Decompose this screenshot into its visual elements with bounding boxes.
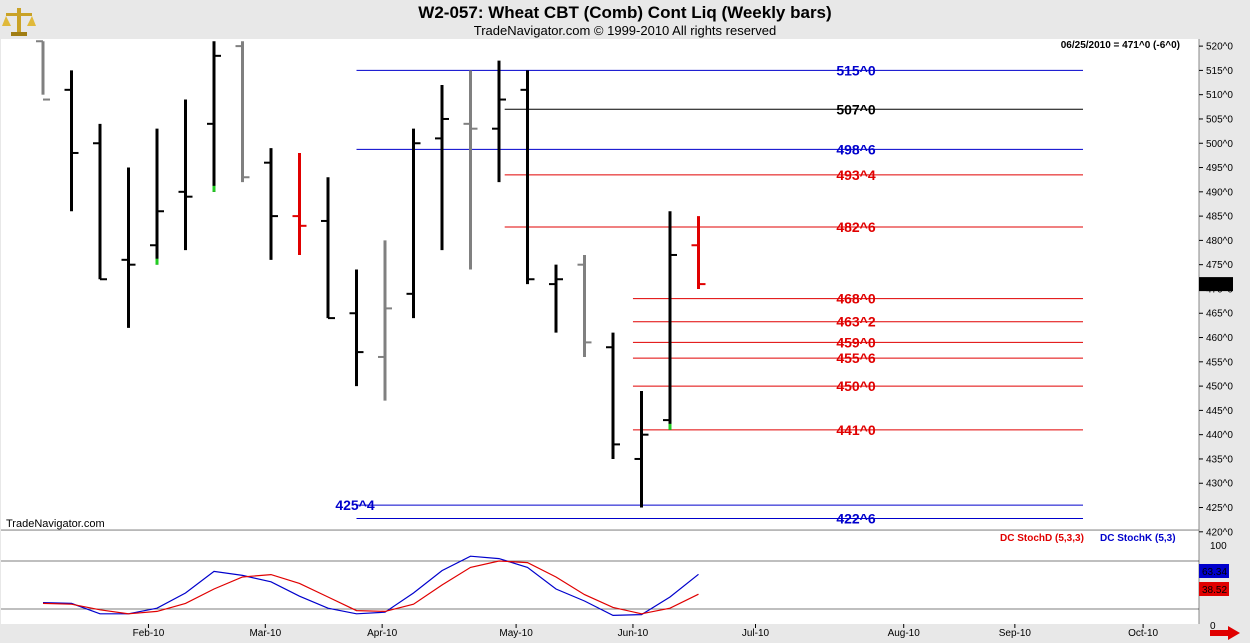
y-tick-label-13: 485^0: [1206, 212, 1233, 223]
y-tick-label-11: 475^0: [1206, 260, 1233, 271]
level-label-2: 498^6: [836, 141, 876, 157]
level-label-12: 422^6: [836, 510, 876, 526]
stoch-line-0: [42, 555, 699, 617]
y-tick-label-5: 445^0: [1206, 406, 1233, 417]
price-readout: 06/25/2010 = 471^0 (-6^0): [1061, 40, 1180, 51]
level-label-0: 515^0: [836, 62, 876, 78]
stoch-line-1: [42, 560, 699, 615]
price-levels: 515^0 507^0 498^6 493^4 482^6 468^0 463^2 459^0…: [335, 62, 1083, 526]
stoch-value-box-0: [1199, 564, 1229, 578]
chart-title: W2-057: Wheat CBT (Comb) Cont Liq (Weekl…: [418, 3, 832, 22]
last-price-label: 471^0: [1202, 280, 1229, 291]
x-tick-label-7: Sep-10: [999, 628, 1032, 639]
stoch-value-label-1: 38.52: [1202, 585, 1227, 596]
level-label-8: 455^6: [836, 350, 876, 366]
x-tick-label-2: Apr-10: [367, 628, 397, 639]
y-tick-label-18: 510^0: [1206, 90, 1233, 101]
date-axis: Feb-10 Mar-10 Apr-10 May-10 Jun-10 Jul-10 Aug-…: [133, 624, 1159, 639]
x-tick-label-6: Aug-10: [888, 628, 921, 639]
stoch-axis-label-1: 0: [1210, 621, 1216, 632]
chart-subtitle: TradeNavigator.com © 1999-2010 All right…: [473, 23, 777, 38]
y-tick-label-8: 460^0: [1206, 333, 1233, 344]
price-axis: 420^0 425^0 430^0 435^0 440^0 445^0 450^0 455^0…: [1199, 42, 1233, 538]
x-tick-label-5: Jul-10: [742, 628, 770, 639]
stoch-legend-1: DC StochK (5,3): [1100, 533, 1176, 544]
stochastic-panel: 100 0 DC StochD (5,3,3) DC StochK (5,3) 63.3…: [1, 533, 1229, 632]
stoch-legend-0: DC StochD (5,3,3): [1000, 533, 1084, 544]
y-tick-label-20: 520^0: [1206, 42, 1233, 53]
y-tick-label-15: 495^0: [1206, 163, 1233, 174]
x-tick-label-8: Oct-10: [1128, 628, 1158, 639]
scales-icon: [2, 8, 36, 36]
level-label-3: 493^4: [836, 167, 876, 183]
y-tick-label-12: 480^0: [1206, 236, 1233, 247]
level-label-5: 468^0: [836, 291, 876, 307]
x-tick-label-4: Jun-10: [618, 628, 649, 639]
level-label-1: 507^0: [836, 101, 876, 117]
x-tick-label-0: Feb-10: [133, 628, 165, 639]
stoch-value-label-0: 63.34: [1202, 567, 1227, 578]
watermark: TradeNavigator.com: [6, 518, 105, 530]
y-tick-label-6: 450^0: [1206, 382, 1233, 393]
y-tick-label-9: 465^0: [1206, 309, 1233, 320]
y-tick-label-17: 505^0: [1206, 114, 1233, 125]
level-label-7: 459^0: [836, 334, 876, 350]
level-label-4: 482^6: [836, 219, 876, 235]
red-arrow-right-icon[interactable]: [1210, 626, 1240, 640]
y-tick-label-1: 425^0: [1206, 503, 1233, 514]
y-tick-label-14: 490^0: [1206, 187, 1233, 198]
x-tick-label-3: May-10: [499, 628, 533, 639]
y-tick-label-0: 420^0: [1206, 527, 1233, 538]
level-label-10: 441^0: [836, 422, 876, 438]
y-tick-label-3: 435^0: [1206, 454, 1233, 465]
y-tick-label-2: 430^0: [1206, 479, 1233, 490]
y-tick-label-7: 455^0: [1206, 357, 1233, 368]
y-tick-label-19: 515^0: [1206, 66, 1233, 77]
stoch-value-box-1: [1199, 582, 1229, 596]
y-tick-label-16: 500^0: [1206, 139, 1233, 150]
last-price-box: [1199, 277, 1233, 292]
stoch-plot-bg: [1, 531, 1199, 624]
level-label-6: 463^2: [836, 314, 876, 330]
main-plot-bg: [1, 39, 1199, 530]
price-bars: [36, 40, 706, 508]
x-tick-label-1: Mar-10: [249, 628, 281, 639]
level-label-11: 425^4: [335, 497, 375, 513]
level-label-9: 450^0: [836, 378, 876, 394]
y-tick-label-4: 440^0: [1206, 430, 1233, 441]
stoch-axis-label-0: 100: [1210, 541, 1227, 552]
